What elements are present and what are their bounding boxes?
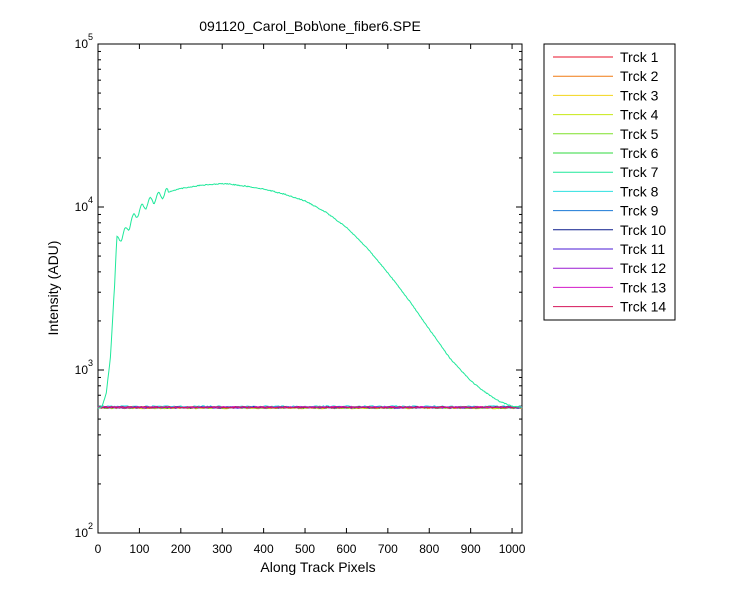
- x-tick-label: 300: [212, 542, 232, 556]
- legend-label: Trck 7: [620, 164, 659, 180]
- x-tick-label: 500: [295, 542, 315, 556]
- series-line-14: [97, 405, 523, 409]
- x-tick-label: 800: [419, 542, 439, 556]
- x-tick-label: 200: [171, 542, 191, 556]
- legend-label: Trck 11: [620, 241, 665, 257]
- legend-label: Trck 12: [620, 260, 666, 276]
- x-tick-label: 400: [254, 542, 274, 556]
- y-tick-label: 10: [75, 200, 89, 214]
- legend-label: Trck 1: [620, 49, 659, 65]
- y-tick-exponent: 4: [88, 195, 93, 205]
- legend-label: Trck 10: [620, 222, 666, 238]
- series-line-7: [97, 182, 523, 409]
- x-tick-label: 100: [129, 542, 149, 556]
- chart-title: 091120_Carol_Bob\one_fiber6.SPE: [199, 18, 421, 34]
- legend: Trck 1 Trck 2 Trck 3 Trck 4 Trck 5 Trck 6 Trck…: [543, 43, 676, 321]
- y-tick-exponent: 2: [88, 521, 93, 531]
- y-tick-label: 10: [75, 526, 89, 540]
- legend-label: Trck 5: [620, 126, 659, 142]
- x-tick-label: 700: [378, 542, 398, 556]
- series-lines: [97, 182, 523, 410]
- y-axis-label: Intensity (ADU): [45, 241, 61, 336]
- legend-box: [543, 43, 676, 321]
- y-tick-exponent: 3: [88, 358, 93, 368]
- x-tick-label: 0: [95, 542, 102, 556]
- x-tick-label: 600: [336, 542, 356, 556]
- x-tick-label: 1000: [499, 542, 526, 556]
- y-tick-label: 10: [75, 37, 89, 51]
- y-tick-exponent: 5: [88, 32, 93, 42]
- legend-label: Trck 3: [620, 87, 659, 103]
- legend-label: Trck 14: [620, 299, 666, 315]
- x-axis-label: Along Track Pixels: [260, 559, 375, 575]
- legend-label: Trck 13: [620, 279, 666, 295]
- y-tick-label: 10: [75, 363, 89, 377]
- legend-label: Trck 8: [620, 183, 659, 199]
- x-tick-label: 900: [461, 542, 481, 556]
- legend-label: Trck 9: [620, 203, 659, 219]
- plot-area: [97, 43, 523, 534]
- legend-label: Trck 6: [620, 145, 659, 161]
- legend-label: Trck 2: [620, 68, 659, 84]
- legend-label: Trck 4: [620, 107, 659, 123]
